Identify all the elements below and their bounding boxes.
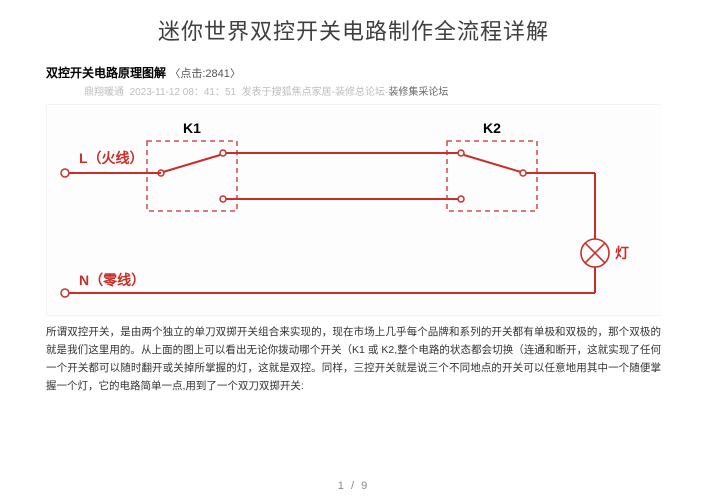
section-heading: 双控开关电路原理图解 〈点击:2841〉 bbox=[46, 64, 707, 81]
post-meta: 鼎翔暖通 2023-11-12 08：41：51 发表于搜狐焦点家居-装修总论坛… bbox=[84, 83, 707, 98]
post-forum: 装修集采论坛 bbox=[388, 87, 448, 98]
section-heading-label: 双控开关电路原理图解 bbox=[46, 66, 166, 80]
post-author: 鼎翔暖通 bbox=[84, 87, 124, 98]
svg-text:N（零线）: N（零线） bbox=[79, 272, 145, 288]
page-indicator: 1 / 9 bbox=[0, 480, 707, 492]
circuit-diagram: K1 K2 L（火线） N（零线） 灯 bbox=[46, 104, 661, 316]
svg-text:灯: 灯 bbox=[615, 245, 629, 261]
body-paragraph: 所谓双控开关，是由两个独立的单刀双掷开关组合来实现的，现在市场上几乎每个品牌和系… bbox=[46, 324, 661, 395]
svg-text:L（火线）: L（火线） bbox=[79, 150, 144, 166]
svg-text:K1: K1 bbox=[183, 120, 201, 136]
views-counter: 〈点击:2841〉 bbox=[169, 68, 241, 80]
post-location: 发表于搜狐焦点家居-装修总论坛- bbox=[242, 87, 389, 98]
svg-text:K2: K2 bbox=[483, 120, 501, 136]
post-datetime: 2023-11-12 08：41：51 bbox=[130, 87, 237, 98]
page-title: 迷你世界双控开关电路制作全流程详解 bbox=[0, 14, 707, 46]
circuit-svg: K1 K2 L（火线） N（零线） 灯 bbox=[47, 105, 662, 315]
views-label: 点击 bbox=[180, 68, 202, 80]
views-count: 2841 bbox=[205, 68, 229, 80]
